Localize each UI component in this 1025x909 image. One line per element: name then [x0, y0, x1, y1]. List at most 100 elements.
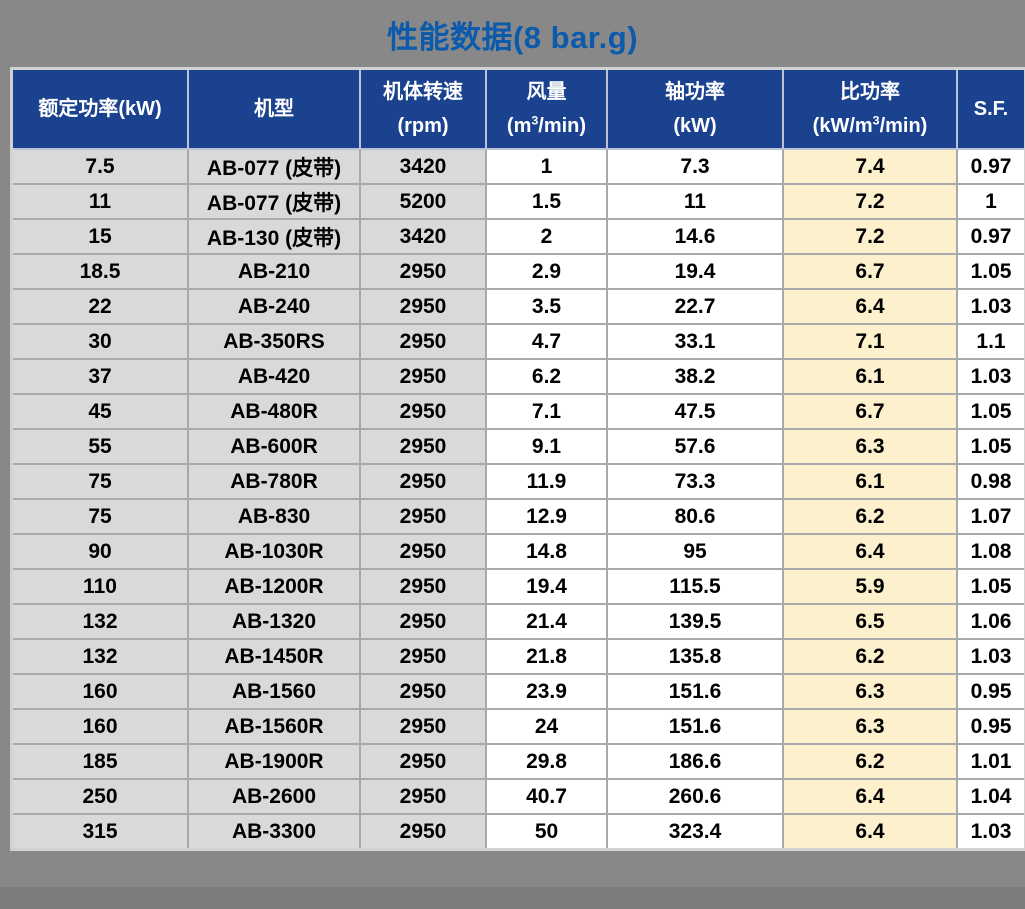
cell-specific_power: 7.2	[782, 218, 958, 255]
cell-rated_power: 37	[10, 358, 189, 395]
cell-sf: 0.97	[956, 148, 1025, 185]
table-row: 7.5 AB-077 (皮带) 3420 1 7.3 7.4 0.97	[10, 148, 1025, 185]
cell-model: AB-1900R	[187, 743, 361, 780]
cell-model: AB-3300	[187, 813, 361, 851]
column-header-specific_power: 比功率 (kW/m3/min)	[782, 67, 958, 150]
table-header-row: 额定功率(kW) 机型 机体转速 (rpm) 风量 (m3/min) 轴功率 (kW) 比功率(…	[10, 67, 1025, 150]
cell-shaft_power: 135.8	[606, 638, 784, 675]
cell-rated_power: 75	[10, 498, 189, 535]
table-row: 132 AB-1320 2950 21.4 139.5 6.5 1.06	[10, 603, 1025, 640]
cell-model: AB-210	[187, 253, 361, 290]
cell-flow: 40.7	[485, 778, 608, 815]
column-header-flow: 风量 (m3/min)	[485, 67, 608, 150]
table-row: 30 AB-350RS 2950 4.7 33.1 7.1 1.1	[10, 323, 1025, 360]
cell-flow: 21.8	[485, 638, 608, 675]
cell-sf: 1.05	[956, 568, 1025, 605]
cell-sf: 1.08	[956, 533, 1025, 570]
cell-specific_power: 7.4	[782, 148, 958, 185]
cell-sf: 0.98	[956, 463, 1025, 500]
table-row: 18.5 AB-210 2950 2.9 19.4 6.7 1.05	[10, 253, 1025, 290]
cell-model: AB-077 (皮带)	[187, 183, 361, 220]
cell-model: AB-240	[187, 288, 361, 325]
cell-rated_power: 132	[10, 603, 189, 640]
cell-sf: 1.06	[956, 603, 1025, 640]
cell-sf: 1.03	[956, 358, 1025, 395]
cell-speed: 2950	[359, 603, 487, 640]
cell-shaft_power: 139.5	[606, 603, 784, 640]
cell-speed: 2950	[359, 743, 487, 780]
cell-flow: 21.4	[485, 603, 608, 640]
cell-model: AB-480R	[187, 393, 361, 430]
cell-shaft_power: 33.1	[606, 323, 784, 360]
cell-speed: 2950	[359, 568, 487, 605]
cell-model: AB-350RS	[187, 323, 361, 360]
column-header-model: 机型	[187, 67, 361, 150]
cell-rated_power: 45	[10, 393, 189, 430]
cell-shaft_power: 11	[606, 183, 784, 220]
cell-shaft_power: 14.6	[606, 218, 784, 255]
cell-model: AB-1560R	[187, 708, 361, 745]
cell-sf: 1.05	[956, 393, 1025, 430]
cell-specific_power: 6.7	[782, 393, 958, 430]
cell-shaft_power: 80.6	[606, 498, 784, 535]
cell-speed: 3420	[359, 218, 487, 255]
cell-sf: 1.03	[956, 813, 1025, 851]
cell-speed: 2950	[359, 533, 487, 570]
cell-speed: 2950	[359, 813, 487, 851]
cell-shaft_power: 260.6	[606, 778, 784, 815]
table-row: 55 AB-600R 2950 9.1 57.6 6.3 1.05	[10, 428, 1025, 465]
table-header: 额定功率(kW) 机型 机体转速 (rpm) 风量 (m3/min) 轴功率 (kW) 比功率(…	[10, 67, 1025, 150]
cell-specific_power: 6.4	[782, 533, 958, 570]
table-body: 7.5 AB-077 (皮带) 3420 1 7.3 7.4 0.97 11 AB-077 (皮…	[10, 148, 1025, 851]
cell-sf: 1.07	[956, 498, 1025, 535]
table-row: 132 AB-1450R 2950 21.8 135.8 6.2 1.03	[10, 638, 1025, 675]
cell-speed: 2950	[359, 673, 487, 710]
cell-rated_power: 90	[10, 533, 189, 570]
table-row: 75 AB-780R 2950 11.9 73.3 6.1 0.98	[10, 463, 1025, 500]
cell-speed: 2950	[359, 498, 487, 535]
cell-model: AB-1030R	[187, 533, 361, 570]
table-row: 250 AB-2600 2950 40.7 260.6 6.4 1.04	[10, 778, 1025, 815]
cell-specific_power: 6.7	[782, 253, 958, 290]
cell-flow: 1.5	[485, 183, 608, 220]
cell-rated_power: 55	[10, 428, 189, 465]
table-row: 15 AB-130 (皮带) 3420 2 14.6 7.2 0.97	[10, 218, 1025, 255]
cell-sf: 1.03	[956, 638, 1025, 675]
cell-rated_power: 185	[10, 743, 189, 780]
cell-flow: 19.4	[485, 568, 608, 605]
cell-rated_power: 110	[10, 568, 189, 605]
cell-model: AB-1560	[187, 673, 361, 710]
cell-specific_power: 6.3	[782, 708, 958, 745]
cell-rated_power: 160	[10, 708, 189, 745]
cell-sf: 1.1	[956, 323, 1025, 360]
table-row: 160 AB-1560 2950 23.9 151.6 6.3 0.95	[10, 673, 1025, 710]
cell-shaft_power: 151.6	[606, 673, 784, 710]
cell-rated_power: 11	[10, 183, 189, 220]
cell-flow: 4.7	[485, 323, 608, 360]
cell-shaft_power: 95	[606, 533, 784, 570]
cell-rated_power: 7.5	[10, 148, 189, 185]
cell-model: AB-2600	[187, 778, 361, 815]
cell-rated_power: 132	[10, 638, 189, 675]
cell-speed: 3420	[359, 148, 487, 185]
cell-shaft_power: 186.6	[606, 743, 784, 780]
cell-flow: 6.2	[485, 358, 608, 395]
cell-shaft_power: 323.4	[606, 813, 784, 851]
cell-flow: 1	[485, 148, 608, 185]
cell-rated_power: 18.5	[10, 253, 189, 290]
cell-speed: 5200	[359, 183, 487, 220]
cell-speed: 2950	[359, 638, 487, 675]
cell-speed: 2950	[359, 358, 487, 395]
table-row: 90 AB-1030R 2950 14.8 95 6.4 1.08	[10, 533, 1025, 570]
cell-sf: 1.05	[956, 428, 1025, 465]
table-row: 75 AB-830 2950 12.9 80.6 6.2 1.07	[10, 498, 1025, 535]
cell-shaft_power: 47.5	[606, 393, 784, 430]
column-header-speed: 机体转速 (rpm)	[359, 67, 487, 150]
cell-model: AB-077 (皮带)	[187, 148, 361, 185]
cell-shaft_power: 7.3	[606, 148, 784, 185]
cell-speed: 2950	[359, 253, 487, 290]
cell-model: AB-600R	[187, 428, 361, 465]
cell-sf: 0.95	[956, 673, 1025, 710]
cell-shaft_power: 73.3	[606, 463, 784, 500]
cell-sf: 0.97	[956, 218, 1025, 255]
